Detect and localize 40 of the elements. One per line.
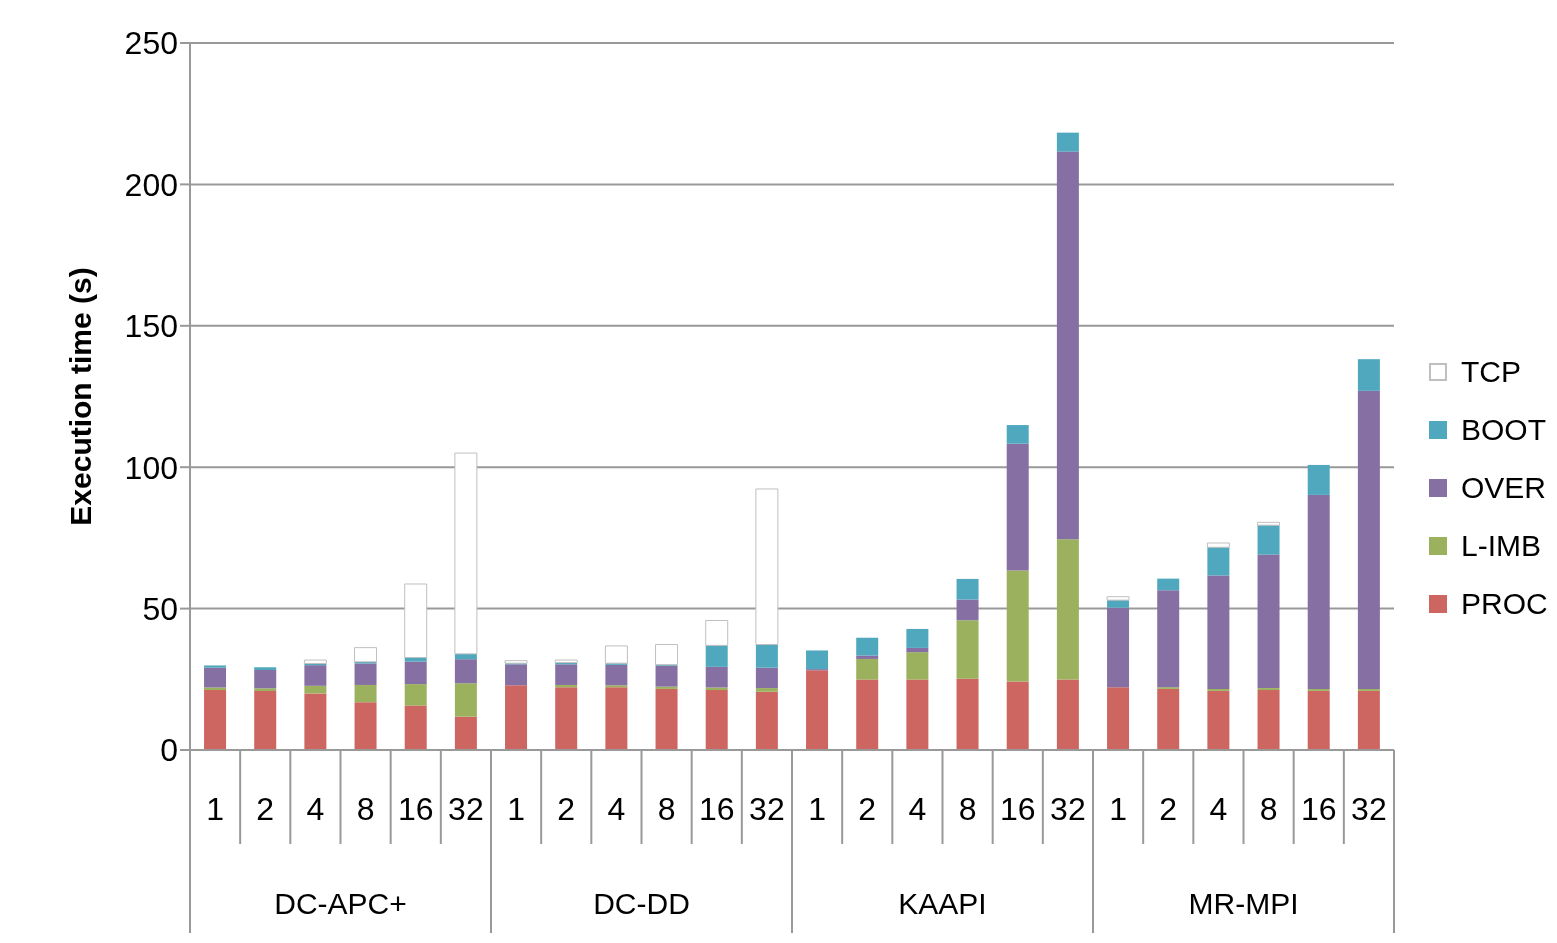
y-tick-label: 100 [124, 449, 178, 486]
x-tick-label: 4 [607, 791, 626, 827]
x-tick-label: 1 [1109, 791, 1127, 827]
y-axis-title: Execution time (s) [63, 267, 97, 526]
legend-label: BOOT [1461, 413, 1547, 447]
x-tick-label: 32 [749, 791, 785, 827]
legend-label: OVER [1461, 471, 1547, 505]
x-tick-label: 8 [958, 791, 977, 827]
x-tick-label: 32 [1351, 791, 1387, 827]
x-tick-label: 16 [1300, 791, 1337, 827]
y-tick-label: 50 [142, 590, 178, 627]
text: KAAPI [898, 887, 987, 920]
x-tick-label: 2 [1159, 791, 1178, 827]
x-tick-label: 8 [657, 791, 676, 827]
text: DC-DD [593, 887, 690, 920]
x-tick-label: 1 [808, 791, 826, 827]
x-tick-label: 1 [206, 791, 224, 827]
x-tick-label: 1 [507, 791, 525, 827]
legend-label: TCP [1461, 355, 1521, 389]
text: MR-MPI [1188, 887, 1299, 920]
x-tick-label: 8 [1259, 791, 1278, 827]
x-tick-label: 4 [306, 791, 325, 827]
x-tick-label: 8 [356, 791, 375, 827]
legend-label: PROC [1461, 587, 1548, 621]
x-tick-label: 16 [397, 791, 434, 827]
x-tick-label: 4 [1209, 791, 1228, 827]
y-tick-label: 200 [124, 166, 178, 203]
x-tick-label: 32 [448, 791, 484, 827]
legend-label: L-IMB [1461, 529, 1542, 563]
x-tick-label: 16 [999, 791, 1036, 827]
y-tick-label: 0 [160, 732, 178, 769]
x-tick-label: 4 [908, 791, 927, 827]
text: DC-APC+ [274, 887, 407, 920]
x-tick-label: 2 [256, 791, 275, 827]
x-tick-label: 16 [698, 791, 735, 827]
x-tick-label: 2 [557, 791, 576, 827]
y-tick-label: 250 [124, 25, 178, 62]
x-tick-label: 32 [1050, 791, 1086, 827]
x-tick-label: 2 [858, 791, 877, 827]
y-tick-label: 150 [124, 308, 178, 345]
